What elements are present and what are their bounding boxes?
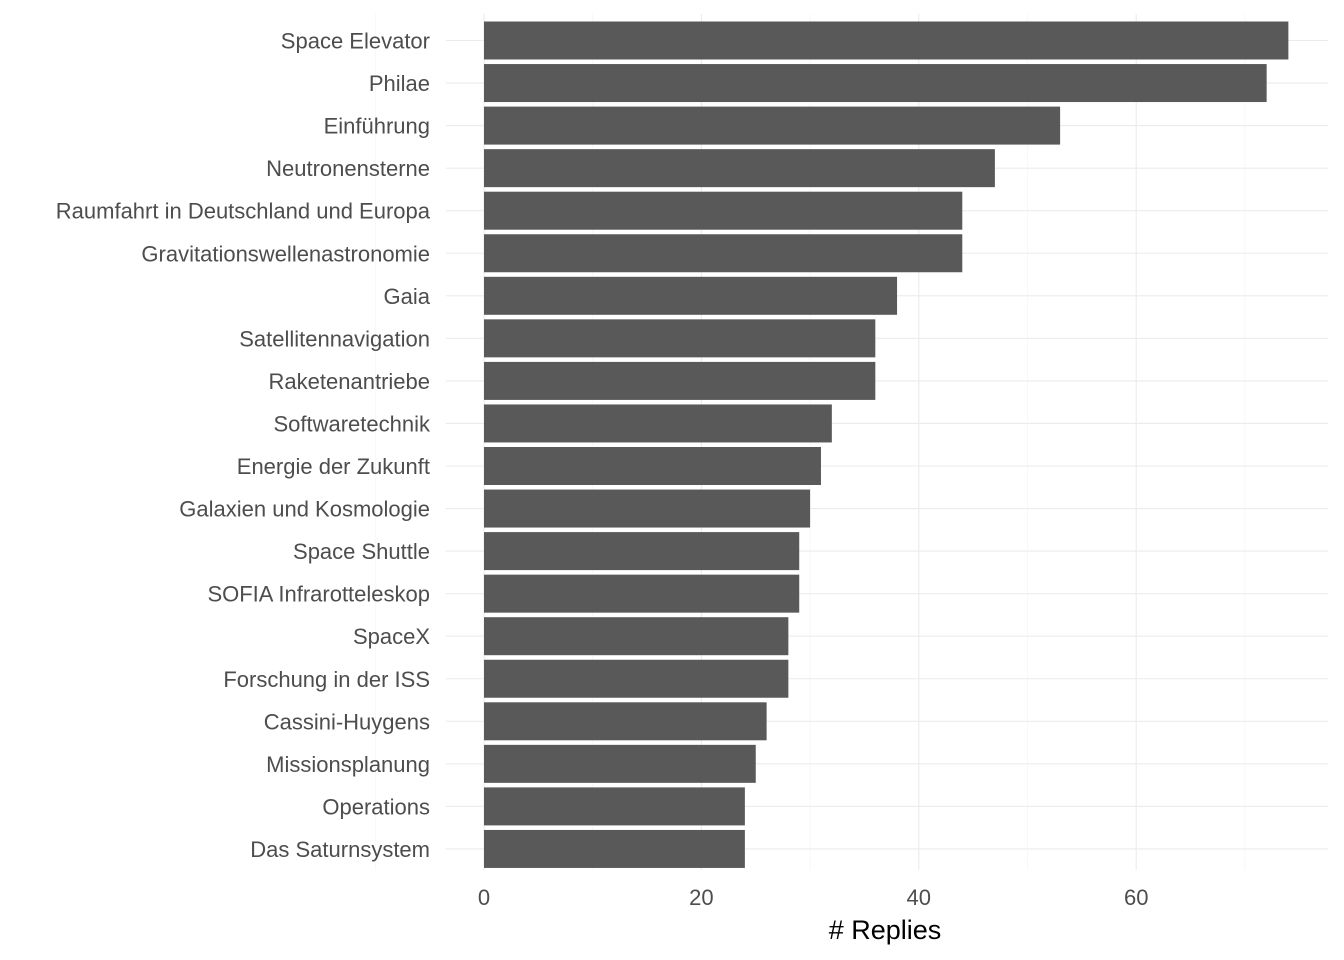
x-tick-label: 20 <box>689 885 713 910</box>
category-label: Philae <box>369 71 430 96</box>
bar <box>484 149 995 188</box>
category-label: Neutronensterne <box>266 156 430 181</box>
bar <box>484 702 767 741</box>
category-label: Raumfahrt in Deutschland und Europa <box>56 199 431 224</box>
bar <box>484 276 898 315</box>
category-label: Cassini-Huygens <box>264 709 430 734</box>
bar <box>484 447 821 485</box>
category-label: Space Shuttle <box>293 539 430 564</box>
category-label: Raketenantriebe <box>269 369 430 394</box>
category-label: Operations <box>322 794 430 819</box>
category-label: SOFIA Infrarotteleskop <box>207 582 430 607</box>
bars <box>484 21 1289 868</box>
bar <box>484 21 1289 60</box>
category-label: SpaceX <box>353 624 430 649</box>
bar <box>484 787 745 826</box>
category-labels: Space Elevator Philae Einführung Neutronens… <box>56 29 431 862</box>
x-tick-labels: 0 20 40 60 <box>478 885 1149 910</box>
category-label: Energie der Zukunft <box>237 454 430 479</box>
bar <box>484 574 800 613</box>
bar <box>484 64 1267 103</box>
bar <box>484 361 876 400</box>
category-label: Gravitationswellenastronomie <box>141 241 430 266</box>
category-label: Softwaretechnik <box>273 411 431 436</box>
bar <box>484 532 800 571</box>
x-axis-title: # Replies <box>829 915 942 945</box>
bar <box>484 106 1061 145</box>
category-label: Space Elevator <box>281 29 430 54</box>
category-label: Satellitennavigation <box>239 326 430 351</box>
category-label: Missionsplanung <box>266 752 430 777</box>
bar <box>484 617 789 656</box>
bar <box>484 191 963 230</box>
category-label: Einführung <box>324 114 430 139</box>
category-label: Gaia <box>384 284 431 309</box>
x-tick-label: 60 <box>1124 885 1148 910</box>
x-tick-label: 0 <box>478 885 490 910</box>
category-label: Das Saturnsystem <box>250 837 430 862</box>
bar <box>484 319 876 358</box>
bar <box>484 234 963 273</box>
bar <box>484 829 745 868</box>
bar <box>484 659 789 698</box>
x-tick-label: 40 <box>907 885 931 910</box>
bar <box>484 404 832 443</box>
bar <box>484 489 811 528</box>
category-label: Galaxien und Kosmologie <box>179 497 430 522</box>
category-label: Forschung in der ISS <box>223 667 430 692</box>
bar <box>484 744 756 783</box>
